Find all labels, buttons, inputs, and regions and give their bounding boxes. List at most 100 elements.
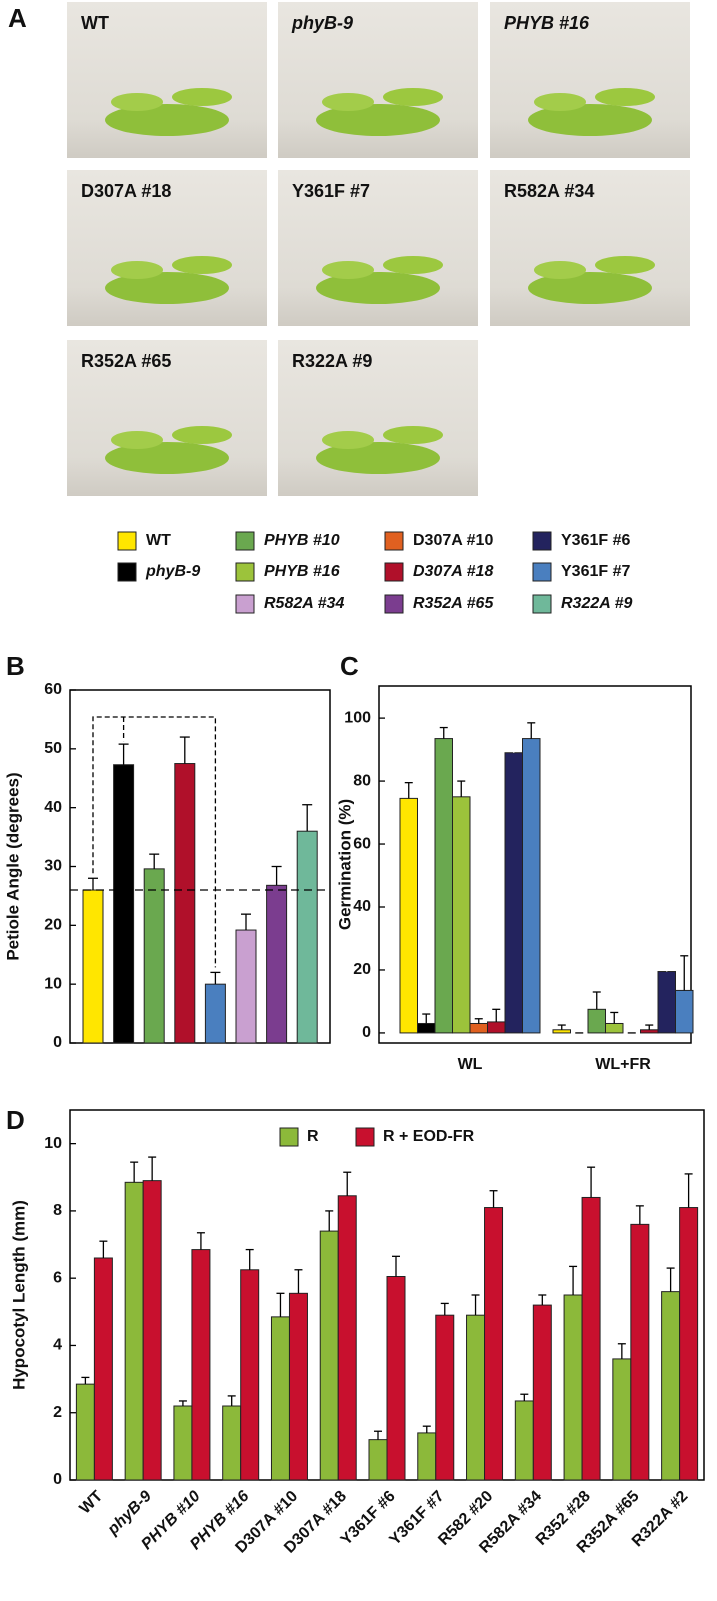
y-tick-label: 100 [344, 709, 371, 726]
bar [113, 764, 135, 1044]
photo-label: PHYB #16 [504, 13, 590, 33]
error-bar [227, 1395, 236, 1406]
bar [173, 1405, 193, 1481]
error-bar [440, 1302, 449, 1316]
significance-bracket [92, 716, 217, 968]
error-bar [88, 877, 98, 891]
error-bar [587, 1166, 596, 1198]
error-bar [592, 991, 601, 1010]
y-tick-label: 40 [353, 898, 371, 915]
error-bar [645, 1024, 654, 1030]
bar [266, 884, 288, 1044]
plant-leaf [595, 256, 655, 274]
bar [142, 1180, 162, 1481]
error-bar [196, 1232, 205, 1250]
bar [522, 738, 541, 1034]
legend-swatch [384, 562, 404, 582]
bar [270, 1316, 290, 1481]
legend-swatch [235, 562, 255, 582]
bar [222, 1405, 242, 1481]
error-bar [325, 1210, 334, 1232]
plant-leaf [322, 93, 374, 111]
bar [93, 1257, 113, 1481]
error-bar [557, 1024, 566, 1030]
legend-label: R352A #65 [413, 595, 494, 612]
y-tick-label: 60 [353, 835, 371, 852]
error-bar [684, 1173, 693, 1208]
bar [143, 868, 165, 1044]
bar [657, 971, 676, 1034]
bar [552, 1029, 571, 1034]
bar [484, 1207, 504, 1481]
legend-swatch [355, 1127, 375, 1147]
error-bar [99, 1240, 108, 1258]
error-bar [179, 736, 190, 764]
error-bar [474, 1018, 483, 1024]
y-tick-label: 0 [53, 1034, 62, 1051]
legend-swatch [384, 594, 404, 614]
photo-label: R322A #9 [292, 351, 372, 371]
bar [452, 796, 471, 1034]
plant-leaf [534, 93, 586, 111]
error-bar [527, 722, 536, 739]
plant-leaf [383, 88, 443, 106]
photo-label: R352A #65 [81, 351, 171, 371]
bar [661, 1291, 681, 1481]
legend-label: D307A #10 [413, 532, 493, 549]
legend-label: R [307, 1128, 319, 1145]
y-tick-label: 30 [44, 858, 62, 875]
bar [514, 1400, 534, 1481]
y-tick-label: 8 [53, 1202, 62, 1219]
error-bar [439, 726, 448, 739]
error-bar [457, 780, 466, 797]
y-tick-label: 10 [44, 1135, 62, 1152]
bar [124, 1181, 144, 1481]
plant-leaf [383, 426, 443, 444]
error-bar [271, 865, 282, 886]
bar [319, 1230, 339, 1481]
legend-swatch [279, 1127, 299, 1147]
plant-leaf [111, 261, 163, 279]
error-bar [538, 1294, 547, 1306]
y-tick-label: 2 [53, 1404, 62, 1421]
bar [337, 1195, 357, 1481]
y-tick-label: 50 [44, 740, 62, 757]
bar [191, 1249, 211, 1481]
error-bar [276, 1292, 285, 1317]
error-bar [343, 1171, 352, 1196]
bar [417, 1022, 436, 1034]
bar [434, 738, 453, 1034]
y-axis-title: Petiole Angle (degrees) [3, 772, 22, 960]
error-bar [610, 1011, 619, 1024]
error-bar [666, 1267, 675, 1292]
error-bar [520, 1393, 529, 1401]
legend-label: WT [146, 532, 171, 549]
error-bar [662, 939, 671, 972]
plant-leaf [172, 256, 232, 274]
y-tick-label: 6 [53, 1269, 62, 1286]
error-bar [210, 971, 221, 985]
error-bar [617, 1343, 626, 1359]
y-tick-label: 80 [353, 772, 371, 789]
plant-leaf [383, 256, 443, 274]
plant-leaf [322, 431, 374, 449]
bar [435, 1314, 455, 1481]
x-tick-label: WT [77, 1488, 107, 1518]
error-bar [489, 1190, 498, 1208]
legend-label: D307A #18 [413, 563, 493, 580]
panel-letter: A [8, 3, 27, 33]
legend-swatch [117, 531, 137, 551]
plant-rosette [316, 104, 440, 136]
plant-leaf [322, 261, 374, 279]
plant-leaf [111, 93, 163, 111]
plant-rosette [528, 104, 652, 136]
legend-label: R + EOD-FR [383, 1128, 475, 1145]
error-bar [471, 1294, 480, 1316]
error-bar [680, 955, 689, 991]
bar [235, 929, 257, 1044]
plant-rosette [105, 104, 229, 136]
plant-leaf [172, 426, 232, 444]
photo-label: WT [81, 13, 109, 33]
error-bar [492, 1008, 501, 1022]
